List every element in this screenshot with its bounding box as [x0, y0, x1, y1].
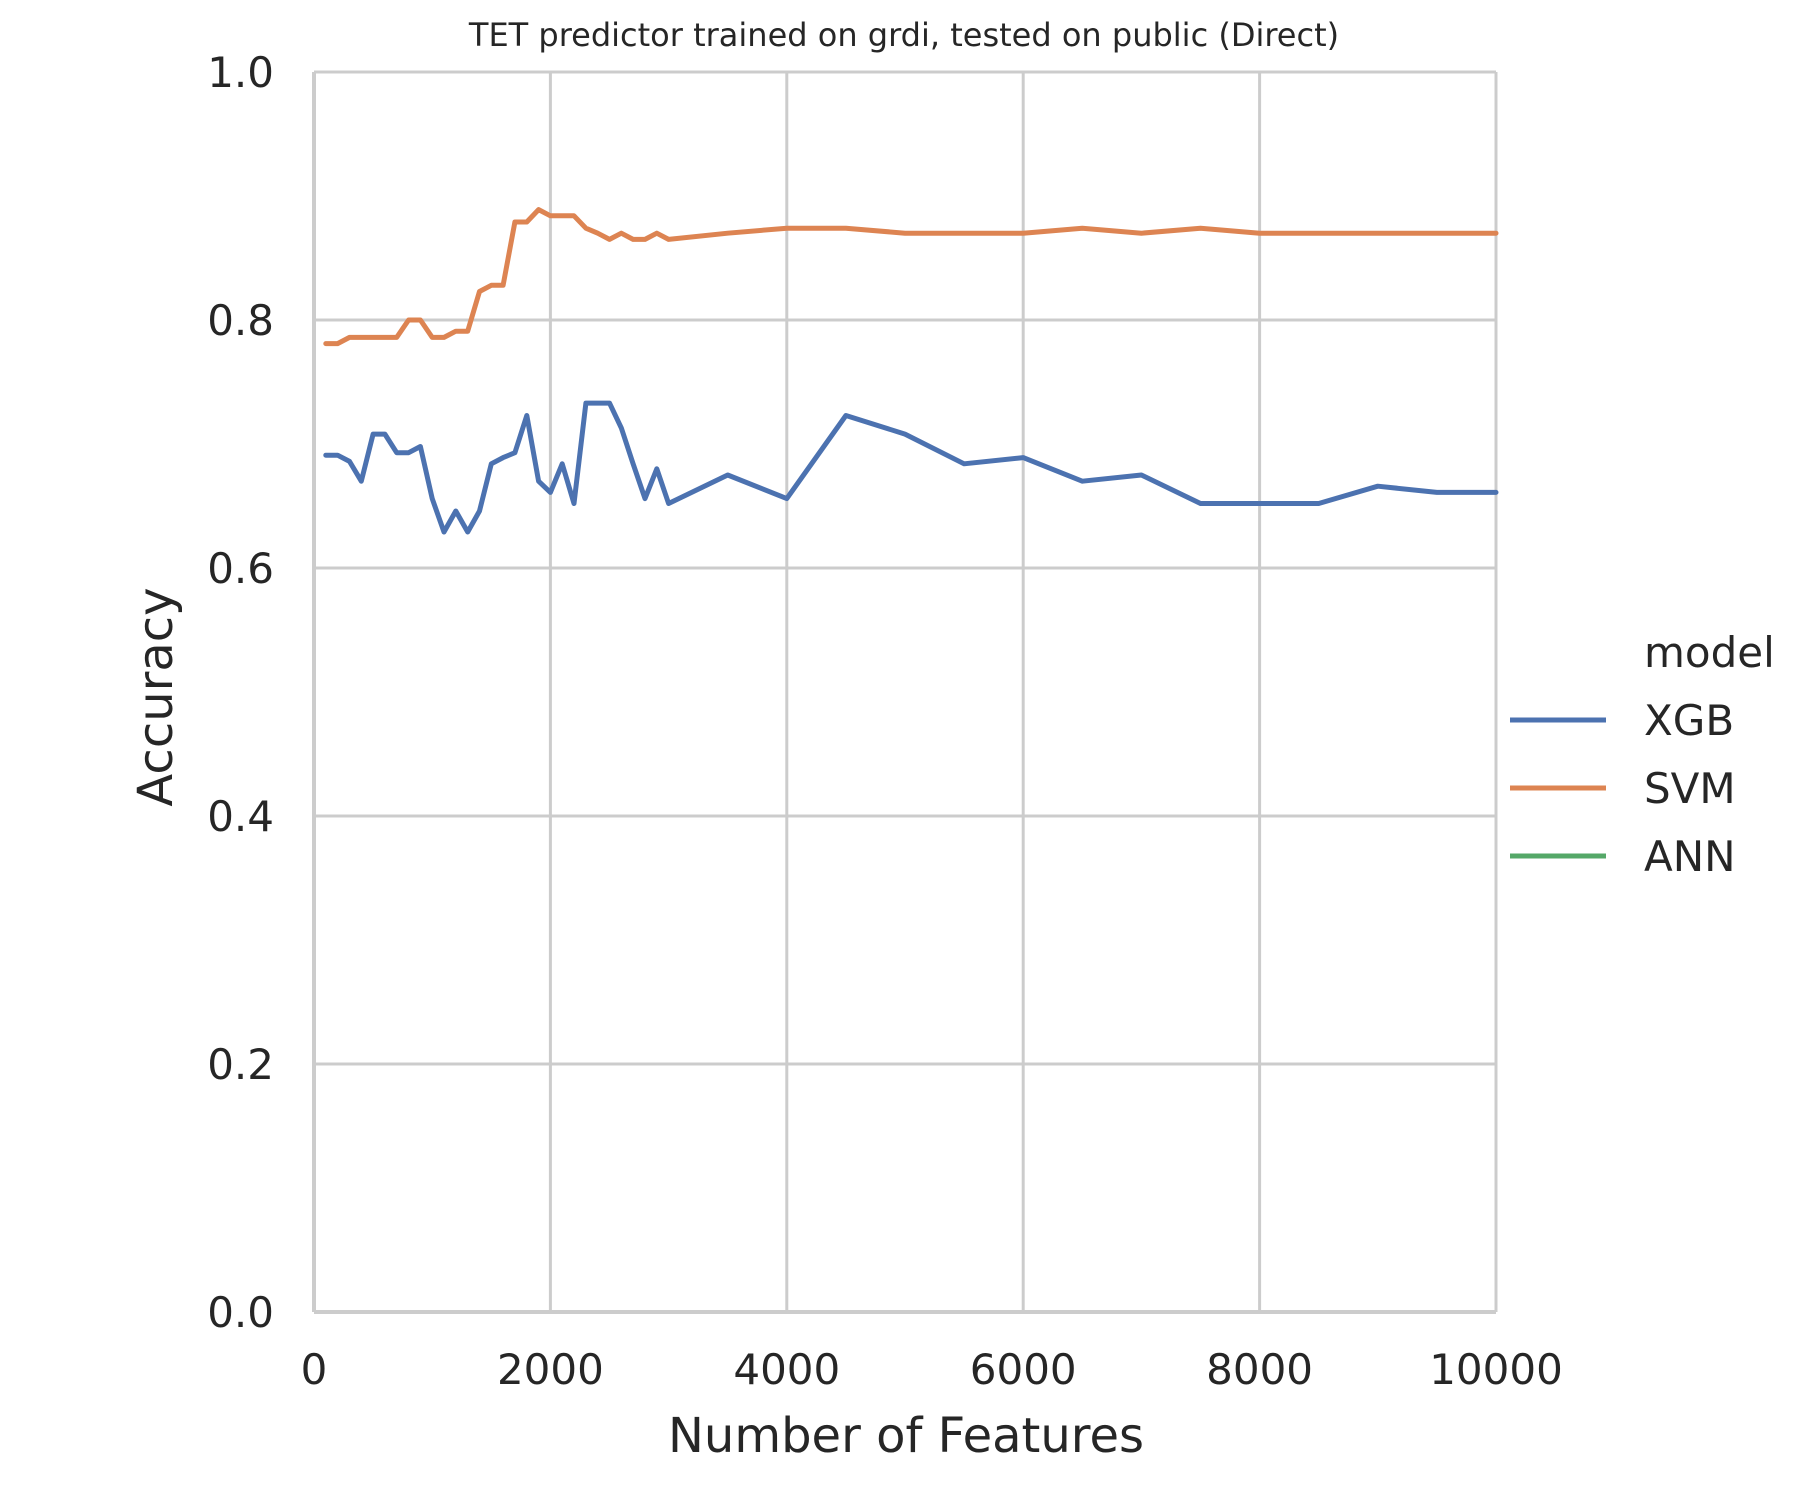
legend-label-xgb: XGB: [1644, 696, 1734, 745]
chart-title: TET predictor trained on grdi, tested on…: [468, 16, 1339, 54]
series-line-xgb: [323, 400, 1499, 535]
y-tick-label: 0.8: [207, 296, 274, 345]
x-tick-label: 8000: [1206, 1345, 1313, 1394]
x-tick-label: 0: [301, 1345, 328, 1394]
x-tick-label: 2000: [497, 1345, 604, 1394]
y-axis-title: Accuracy: [128, 587, 184, 806]
series-line-svm: [323, 207, 1499, 347]
axis-spines: [312, 72, 1496, 1314]
x-tick-label: 10000: [1429, 1345, 1563, 1394]
x-tick-label: 4000: [733, 1345, 840, 1394]
legend-label-svm: SVM: [1644, 764, 1736, 813]
legend-label-ann: ANN: [1644, 832, 1736, 881]
x-tick-label: 6000: [970, 1345, 1077, 1394]
y-tick-label: 1.0: [207, 48, 274, 97]
series-lines: [323, 207, 1499, 535]
legend: model XGB SVM ANN: [1510, 628, 1775, 881]
x-tick-labels: 0 2000 4000 6000 8000 10000: [301, 1345, 1563, 1394]
x-axis-title: Number of Features: [668, 1408, 1144, 1464]
y-tick-label: 0.6: [207, 544, 274, 593]
y-tick-label: 0.2: [207, 1040, 274, 1089]
legend-title: model: [1644, 628, 1775, 677]
y-tick-labels: 0.0 0.2 0.4 0.6 0.8 1.0: [207, 48, 274, 1337]
y-tick-label: 0.4: [207, 792, 274, 841]
gridlines: [312, 70, 1498, 1314]
y-tick-label: 0.0: [207, 1288, 274, 1337]
